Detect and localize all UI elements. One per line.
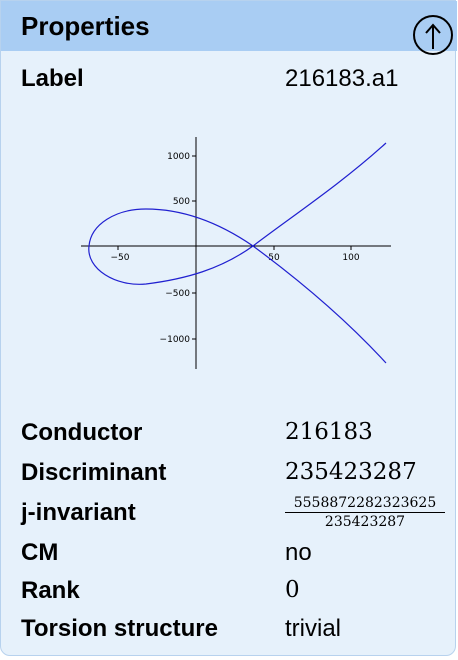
fraction-denominator: 235423287: [324, 514, 406, 530]
property-name: Torsion structure: [21, 615, 218, 642]
property-name: Rank: [21, 577, 80, 604]
j-invariant-fraction: 5558872282323625 235423287: [285, 495, 445, 530]
panel-header: Properties: [1, 1, 457, 55]
curve-branch: [88, 142, 387, 364]
y-tick-label: −500: [165, 289, 190, 299]
property-row-discriminant: Discriminant 235423287: [21, 459, 441, 489]
property-name: Discriminant: [21, 459, 167, 486]
scroll-up-button[interactable]: [413, 15, 453, 55]
property-row-rank: Rank 0: [21, 577, 441, 607]
property-row-cm: CM no: [21, 539, 441, 569]
up-arrow-icon: [425, 23, 441, 49]
property-value: trivial: [285, 615, 342, 642]
property-value: 216183: [285, 419, 373, 445]
property-name: Conductor: [21, 419, 143, 446]
property-name: j-invariant: [21, 499, 136, 526]
label-row: Label 216183.a1: [21, 65, 441, 95]
y-tick-label: 500: [173, 197, 190, 207]
fraction-numerator: 5558872282323625: [285, 495, 445, 513]
label-value: 216183.a1: [285, 65, 399, 92]
panel-title: Properties: [21, 11, 150, 41]
x-tick-label: −50: [111, 253, 130, 263]
y-tick-label: 1000: [167, 152, 190, 162]
curve-plot: −50 50 100 1000 500 −500 −1000: [81, 137, 391, 369]
property-value: no: [285, 539, 312, 566]
property-row-j-invariant: j-invariant 5558872282323625 235423287: [21, 495, 445, 530]
property-row-torsion: Torsion structure trivial: [21, 615, 441, 645]
property-row-conductor: Conductor 216183: [21, 419, 441, 449]
x-tick-label: 100: [342, 253, 359, 263]
y-tick-label: −1000: [160, 335, 191, 345]
property-value: 0: [285, 577, 300, 603]
label-name: Label: [21, 65, 84, 92]
property-name: CM: [21, 539, 59, 566]
property-value: 235423287: [285, 459, 417, 485]
x-tick-label: 50: [268, 253, 280, 263]
